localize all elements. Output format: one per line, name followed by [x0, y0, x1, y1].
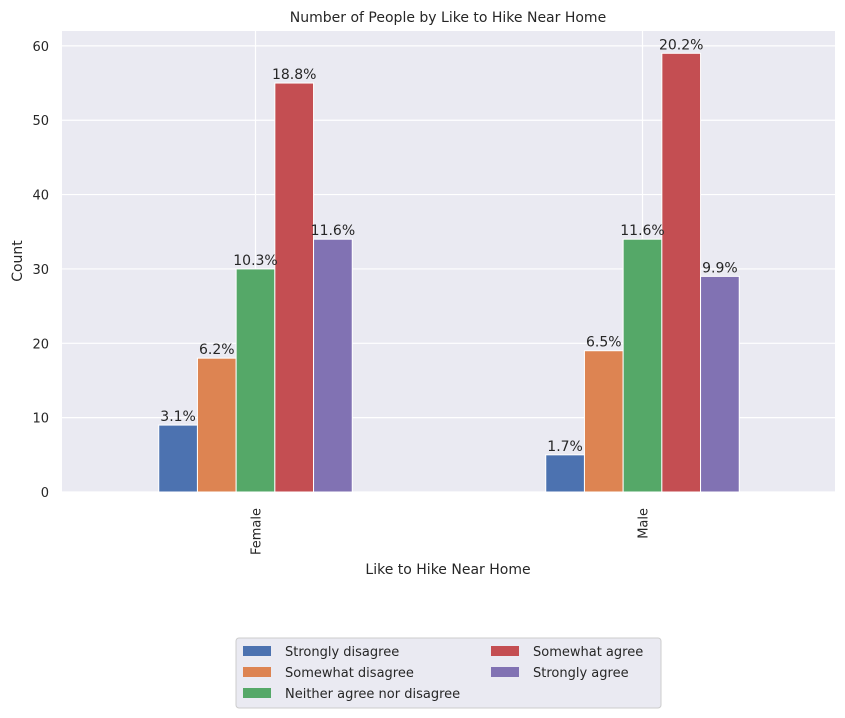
bar [661, 52, 702, 493]
y-tick-label: 10 [32, 412, 49, 427]
bar-value-label: 11.6% [311, 223, 355, 239]
legend: Strongly disagree Somewhat disagree Neithe… [235, 637, 662, 709]
x-axis-label: Like to Hike Near Home [365, 562, 530, 578]
x-tick-label: Male [637, 508, 652, 539]
bar [313, 238, 353, 493]
y-tick-label: 20 [32, 337, 49, 352]
legend-label: Strongly disagree [285, 645, 399, 660]
legend-label: Strongly agree [533, 666, 629, 681]
bar [274, 82, 315, 493]
bar [235, 268, 276, 493]
y-tick-label: 0 [41, 486, 49, 501]
bar-value-label: 10.3% [233, 253, 277, 269]
legend-swatch [243, 688, 271, 698]
bar-value-label: 6.2% [199, 342, 235, 358]
bar [545, 454, 585, 493]
bar [158, 424, 198, 493]
legend-label: Somewhat agree [533, 645, 643, 660]
bar [622, 238, 663, 493]
legend-box [235, 637, 662, 709]
bar-value-label: 18.8% [272, 67, 316, 83]
bar [700, 275, 740, 493]
x-tick-label: Female [250, 508, 265, 555]
legend-label: Neither agree nor disagree [285, 687, 460, 702]
y-axis-label: Count [10, 240, 26, 282]
y-tick-label: 60 [32, 40, 49, 55]
bar-value-label: 1.7% [547, 439, 583, 455]
bar-value-label: 6.5% [586, 335, 622, 351]
bars [158, 52, 740, 493]
legend-swatch [243, 646, 271, 656]
legend-label: Somewhat disagree [285, 666, 414, 681]
legend-swatch [491, 667, 519, 677]
y-tick-label: 50 [32, 114, 49, 129]
x-axis-ticks: Female Male [250, 508, 652, 555]
y-axis-ticks: 0 10 20 30 40 50 60 [32, 40, 49, 501]
legend-swatch [491, 646, 519, 656]
legend-swatch [243, 667, 271, 677]
bar-value-label: 11.6% [620, 223, 664, 239]
y-tick-label: 40 [32, 189, 49, 204]
bar-value-label: 9.9% [702, 260, 738, 276]
bar [196, 357, 237, 493]
y-tick-label: 30 [32, 263, 49, 278]
bar-labels: 3.1% 1.7% 6.2% 6.5% 10.3% 11.6% 18.8% 20.2% 11.6… [160, 37, 737, 455]
bar-value-label: 20.2% [659, 37, 703, 53]
bar [583, 350, 624, 493]
bar-value-label: 3.1% [160, 409, 196, 425]
chart-title: Number of People by Like to Hike Near Ho… [290, 10, 606, 26]
